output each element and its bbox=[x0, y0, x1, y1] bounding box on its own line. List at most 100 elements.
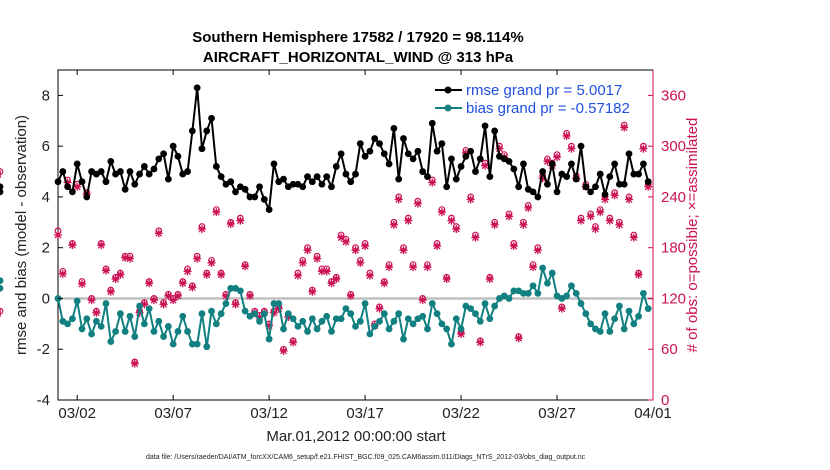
obs-assimilated-point bbox=[77, 280, 86, 289]
obs-assimilated-point bbox=[145, 279, 154, 288]
rmse-point bbox=[304, 173, 311, 181]
obs-assimilated-point bbox=[533, 246, 542, 255]
obs-assimilated-point bbox=[409, 263, 418, 272]
rmse-point bbox=[265, 206, 273, 214]
rmse-point bbox=[121, 185, 129, 193]
rmse-point bbox=[472, 168, 479, 175]
obs-assimilated-point bbox=[399, 246, 408, 255]
bias-point bbox=[92, 317, 100, 325]
bias-point bbox=[304, 328, 311, 335]
rmse-point bbox=[174, 152, 182, 160]
obs-assimilated-point bbox=[557, 304, 566, 313]
rmse-point bbox=[361, 152, 369, 160]
x-tick-label: 03/17 bbox=[346, 405, 384, 422]
bias-point bbox=[0, 277, 4, 285]
bias-point bbox=[208, 307, 215, 315]
rmse-point bbox=[371, 135, 379, 142]
obs-assimilated-point bbox=[615, 220, 624, 229]
rmse-point bbox=[452, 175, 460, 183]
obs-assimilated-point bbox=[529, 263, 538, 272]
rmse-point bbox=[448, 155, 455, 163]
bias-point bbox=[251, 310, 259, 318]
bias-point bbox=[611, 315, 619, 323]
legend-rmse-label: rmse grand pr = 5.0017 bbox=[466, 82, 622, 99]
rmse-point bbox=[404, 150, 412, 158]
bias-point bbox=[630, 320, 638, 328]
bias-point bbox=[145, 305, 153, 313]
rmse-point bbox=[529, 188, 537, 196]
legend-bias-label: bias grand pr = -0.57182 bbox=[466, 100, 630, 117]
rmse-point bbox=[539, 168, 547, 175]
bias-point bbox=[97, 322, 105, 330]
rmse-point bbox=[601, 190, 609, 198]
bias-point bbox=[400, 335, 407, 343]
obs-assimilated-point bbox=[553, 153, 562, 162]
rmse-point bbox=[409, 155, 417, 163]
x-axis-label: Mar.01,2012 00:00:00 start bbox=[266, 428, 446, 445]
bias-point bbox=[635, 312, 643, 320]
bias-point bbox=[270, 300, 278, 307]
obs-assimilated-point bbox=[591, 225, 600, 234]
bias-point bbox=[121, 328, 129, 335]
footer-data-file: data file: /Users/raeder/DAI/ATM_forcXX/… bbox=[146, 454, 586, 461]
obs-assimilated-point bbox=[106, 287, 115, 296]
rmse-point bbox=[299, 183, 307, 191]
rmse-point bbox=[164, 175, 172, 183]
rmse-point bbox=[544, 180, 551, 188]
obs-assimilated-point bbox=[562, 132, 571, 140]
obs-assimilated-point bbox=[183, 267, 192, 276]
bias-point bbox=[582, 310, 590, 318]
bias-point bbox=[606, 328, 614, 335]
rmse-point bbox=[515, 183, 523, 191]
bias-point bbox=[481, 300, 489, 307]
y-tick-label-left: 2 bbox=[42, 240, 50, 257]
bias-point bbox=[179, 312, 187, 320]
bias-point bbox=[620, 325, 628, 333]
obs-assimilated-point bbox=[212, 208, 221, 217]
rmse-point bbox=[587, 188, 595, 196]
obs-assimilated-point bbox=[231, 300, 240, 309]
bias-point bbox=[64, 320, 71, 328]
chart-title-line2: AIRCRAFT_HORIZONTAL_WIND @ 313 hPa bbox=[203, 49, 514, 66]
obs-assimilated-point bbox=[365, 271, 374, 280]
axes-layer: 03/02 03/07 03/12 03/17 03/22 03/27 04/01 -4 -2 0… bbox=[37, 70, 686, 422]
bias-point bbox=[78, 325, 86, 333]
bias-point bbox=[260, 310, 268, 318]
obs-assimilated-point bbox=[173, 291, 182, 300]
rmse-point bbox=[256, 183, 263, 191]
rmse-point bbox=[208, 114, 215, 122]
rmse-line bbox=[57, 86, 650, 211]
rmse-point bbox=[356, 140, 364, 148]
rmse-point bbox=[203, 127, 211, 135]
obs-assimilated-point bbox=[341, 237, 350, 246]
obs-assimilated-point bbox=[524, 203, 533, 212]
obs-assimilated-point bbox=[605, 216, 614, 225]
obs-assimilated-point bbox=[404, 216, 413, 225]
obs-assimilated-point bbox=[188, 283, 197, 292]
rmse-point bbox=[59, 168, 67, 175]
rmse-point bbox=[169, 142, 177, 150]
bias-point bbox=[356, 317, 364, 325]
obs-assimilated-point bbox=[202, 270, 211, 279]
rmse-point bbox=[136, 170, 143, 178]
obs-assimilated-point bbox=[418, 296, 427, 305]
x-tick-label: 03/27 bbox=[538, 405, 576, 422]
rmse-point bbox=[577, 142, 585, 150]
obs-assimilated-point bbox=[346, 291, 355, 300]
rmse-point bbox=[486, 173, 494, 181]
obs-assimilated-point bbox=[197, 225, 206, 234]
rmse-point bbox=[347, 178, 355, 186]
bias-point bbox=[299, 317, 307, 325]
rmse-point bbox=[217, 173, 225, 181]
rmse-point bbox=[212, 163, 220, 170]
obs-assimilated-point bbox=[73, 182, 82, 191]
bias-point bbox=[174, 328, 182, 335]
bias-point bbox=[491, 302, 499, 310]
rmse-point bbox=[644, 178, 652, 186]
bias-point bbox=[433, 310, 441, 318]
obs-assimilated-point bbox=[92, 308, 101, 317]
rmse-point bbox=[510, 165, 518, 173]
rmse-point bbox=[582, 183, 590, 191]
x-tick-label: 03/22 bbox=[442, 405, 480, 422]
obs-assimilated-point bbox=[356, 258, 365, 267]
